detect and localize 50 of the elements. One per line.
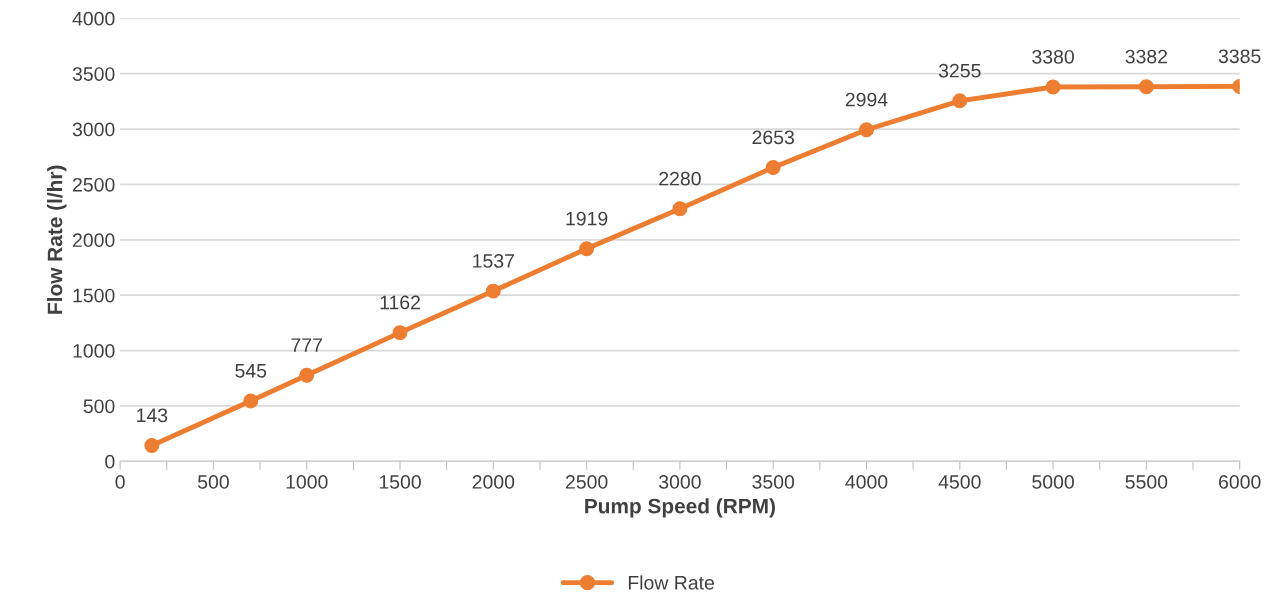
point	[952, 93, 968, 109]
x-tick-label: 3000	[659, 475, 701, 489]
point	[765, 160, 781, 175]
data-label: 2653	[752, 130, 794, 145]
x-tick-label: 0	[115, 475, 125, 489]
data-label: 3255	[938, 63, 981, 78]
y-tick-label: 4000	[72, 11, 115, 26]
data-label: 3385	[1218, 49, 1261, 64]
data-label: 1919	[566, 211, 608, 226]
y-tick-label: 1500	[73, 288, 115, 303]
data-label: 3380	[1032, 49, 1074, 64]
data-label: 2280	[659, 171, 701, 186]
legend-label: Flow Rate	[628, 575, 714, 590]
data-label: 1162	[380, 295, 420, 310]
x-tick-label: 4500	[938, 475, 981, 489]
x-tick-label: 3500	[752, 475, 795, 489]
y-tick-label: 2500	[73, 177, 115, 192]
data-label: 777	[291, 338, 322, 352]
point	[1045, 79, 1061, 95]
y-tick-label: 2000	[73, 233, 115, 248]
y-tick-label: 3500	[72, 67, 115, 81]
x-tick-label: 2000	[472, 475, 515, 489]
point	[243, 393, 259, 409]
point	[485, 283, 501, 299]
x-tick-label: 1500	[379, 475, 421, 489]
point	[859, 122, 874, 138]
y-tick-label: 0	[105, 454, 115, 469]
x-tick-label: 5000	[1032, 475, 1074, 489]
data-label: 545	[235, 364, 267, 378]
data-label: 143	[137, 408, 168, 423]
y-axis-title: Flow Rate (l/hr)	[47, 165, 67, 314]
point	[392, 325, 408, 341]
x-tick-label: 5500	[1125, 475, 1168, 489]
data-label: 1537	[473, 254, 514, 268]
point	[672, 201, 688, 217]
y-tick-label: 500	[83, 399, 115, 414]
y-tick-label: 3000	[72, 122, 115, 137]
x-tick-label: 500	[197, 475, 229, 489]
point	[1138, 79, 1154, 95]
y-tick-label: 1000	[73, 344, 115, 358]
x-tick-label: 1000	[286, 475, 328, 489]
point	[299, 367, 315, 383]
data-label: 3382	[1125, 49, 1168, 64]
point	[579, 241, 595, 257]
point	[144, 438, 160, 453]
x-axis-title: Pump Speed (RPM)	[585, 498, 775, 518]
data-label: 2994	[845, 92, 888, 107]
x-tick-label: 6000	[1219, 475, 1261, 489]
x-tick-label: 2500	[565, 475, 608, 489]
x-tick-label: 4000	[845, 475, 888, 489]
